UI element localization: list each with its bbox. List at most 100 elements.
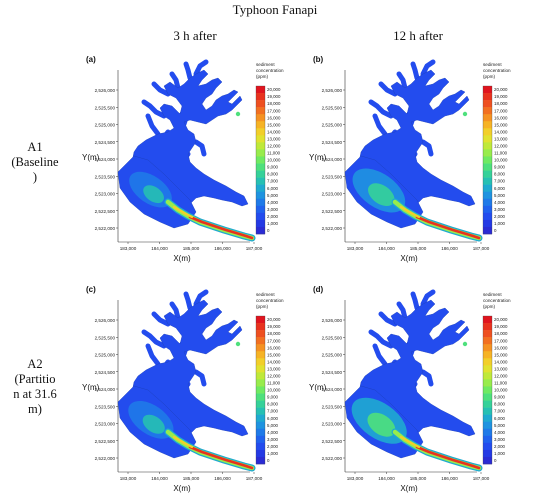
legend-swatch: [483, 128, 492, 136]
legend-swatch: [256, 212, 265, 221]
y-tick-label: 2,522,000: [322, 456, 343, 461]
legend-unit: (ppm): [256, 304, 268, 309]
legend-swatch: [483, 142, 492, 150]
legend-swatch: [483, 442, 492, 451]
legend-swatch: [483, 170, 492, 178]
legend-level-label: 8,000: [494, 172, 506, 177]
legend-swatch: [483, 421, 492, 430]
legend-level-label: 17,000: [267, 338, 281, 343]
y-tick-label: 2,524,500: [95, 370, 116, 375]
reservoir-branch: [420, 369, 434, 387]
legend-level-label: 11,000: [494, 151, 508, 156]
x-tick-label: 185,000: [183, 246, 200, 251]
legend-level-label: 16,000: [494, 345, 508, 350]
y-tick-label: 2,523,000: [95, 422, 116, 427]
legend-level-label: 19,000: [494, 324, 508, 329]
y-tick-label: 2,526,000: [322, 318, 343, 323]
reservoir-branch: [145, 113, 161, 137]
y-tick-label: 2,522,500: [95, 209, 116, 214]
legend-level-label: 19,000: [267, 94, 281, 99]
legend-swatch: [483, 449, 492, 458]
legend-swatch: [256, 330, 265, 338]
y-tick-label: 2,525,000: [95, 123, 116, 128]
legend-level-label: 4,000: [267, 200, 279, 205]
legend-swatch: [483, 393, 492, 401]
legend-swatch: [256, 316, 265, 324]
legend-title-line1: sediment: [483, 62, 502, 67]
y-tick-label: 2,522,000: [322, 226, 343, 231]
river-channel-core: [415, 445, 481, 470]
x-tick-label: 187,000: [246, 246, 263, 251]
legend-swatch: [256, 128, 265, 136]
legend-level-label: 14,000: [494, 129, 508, 134]
legend-level-label: 9,000: [494, 395, 506, 400]
legend-swatch: [256, 323, 265, 331]
x-tick-label: 184,000: [378, 246, 395, 251]
river-channel-upper: [399, 205, 421, 219]
panel-tag: (a): [86, 55, 96, 64]
legend-level-label: 13,000: [267, 136, 281, 141]
legend-title-line2: concentration: [256, 298, 284, 303]
legend-level-label: 12,000: [267, 144, 281, 149]
y-tick-label: 2,523,500: [95, 174, 116, 179]
x-tick-label: 184,000: [151, 476, 168, 481]
legend-level-label: 14,000: [267, 359, 281, 364]
ne-arm-hotspot: [235, 341, 241, 347]
legend-swatch: [483, 323, 492, 331]
legend-swatch: [256, 435, 265, 444]
legend-swatch: [256, 198, 265, 207]
legend-unit: (ppm): [483, 304, 495, 309]
legend-swatch: [256, 135, 265, 143]
legend-level-label: 2,000: [267, 214, 279, 219]
legend-swatch: [256, 205, 265, 214]
x-tick-label: 185,000: [410, 246, 427, 251]
reservoir-branch: [368, 329, 394, 349]
legend-swatch: [483, 191, 492, 200]
legend-level-label: 8,000: [267, 172, 279, 177]
reservoir-branch: [378, 311, 398, 327]
y-tick-label: 2,524,500: [322, 140, 343, 145]
ne-arm-hotspot: [235, 111, 241, 117]
reservoir-branch: [410, 61, 420, 81]
legend-swatch: [483, 358, 492, 366]
x-axis-label: X(m): [173, 484, 191, 493]
river-channel-core: [415, 215, 481, 240]
legend-level-label: 0: [267, 228, 270, 233]
legend-swatch: [483, 93, 492, 101]
y-tick-label: 2,522,500: [95, 439, 116, 444]
reservoir-branch: [141, 99, 167, 119]
reservoir-branch: [368, 99, 394, 119]
legend-level-label: 6,000: [267, 416, 279, 421]
legend-swatch: [483, 337, 492, 345]
legend-level-label: 7,000: [267, 409, 279, 414]
legend-level-label: 0: [494, 458, 497, 463]
reservoir-branch: [193, 289, 209, 307]
reservoir-branch: [183, 291, 193, 311]
legend-level-label: 10,000: [267, 388, 281, 393]
legend-title-line2: concentration: [256, 68, 284, 73]
legend-swatch: [483, 400, 492, 408]
y-tick-label: 2,526,000: [322, 88, 343, 93]
legend-level-label: 9,000: [267, 165, 279, 170]
legend-title-line1: sediment: [256, 62, 275, 67]
legend-level-label: 5,000: [494, 193, 506, 198]
y-tick-label: 2,525,000: [322, 123, 343, 128]
y-tick-label: 2,526,000: [95, 318, 116, 323]
reservoir-branch: [145, 343, 161, 367]
legend-level-label: 5,000: [494, 423, 506, 428]
legend-title-line2: concentration: [483, 68, 511, 73]
legend-level-label: 1,000: [267, 451, 279, 456]
legend-swatch: [256, 365, 265, 373]
river-channel-upper: [399, 435, 421, 449]
legend-level-label: 13,000: [267, 366, 281, 371]
legend-swatch: [256, 386, 265, 394]
reservoir-branch: [420, 59, 436, 77]
legend-swatch: [483, 372, 492, 380]
legend-swatch: [256, 372, 265, 380]
legend-swatch: [256, 177, 265, 185]
panel-c-sediment-map: (c) 2,526,000 2,525,500 2,525,000 2,524,500 2…: [82, 285, 284, 493]
legend-level-label: 2,000: [494, 214, 506, 219]
legend-level-label: 11,000: [267, 381, 281, 386]
reservoir-branch: [169, 301, 181, 321]
y-tick-label: 2,524,000: [95, 387, 116, 392]
